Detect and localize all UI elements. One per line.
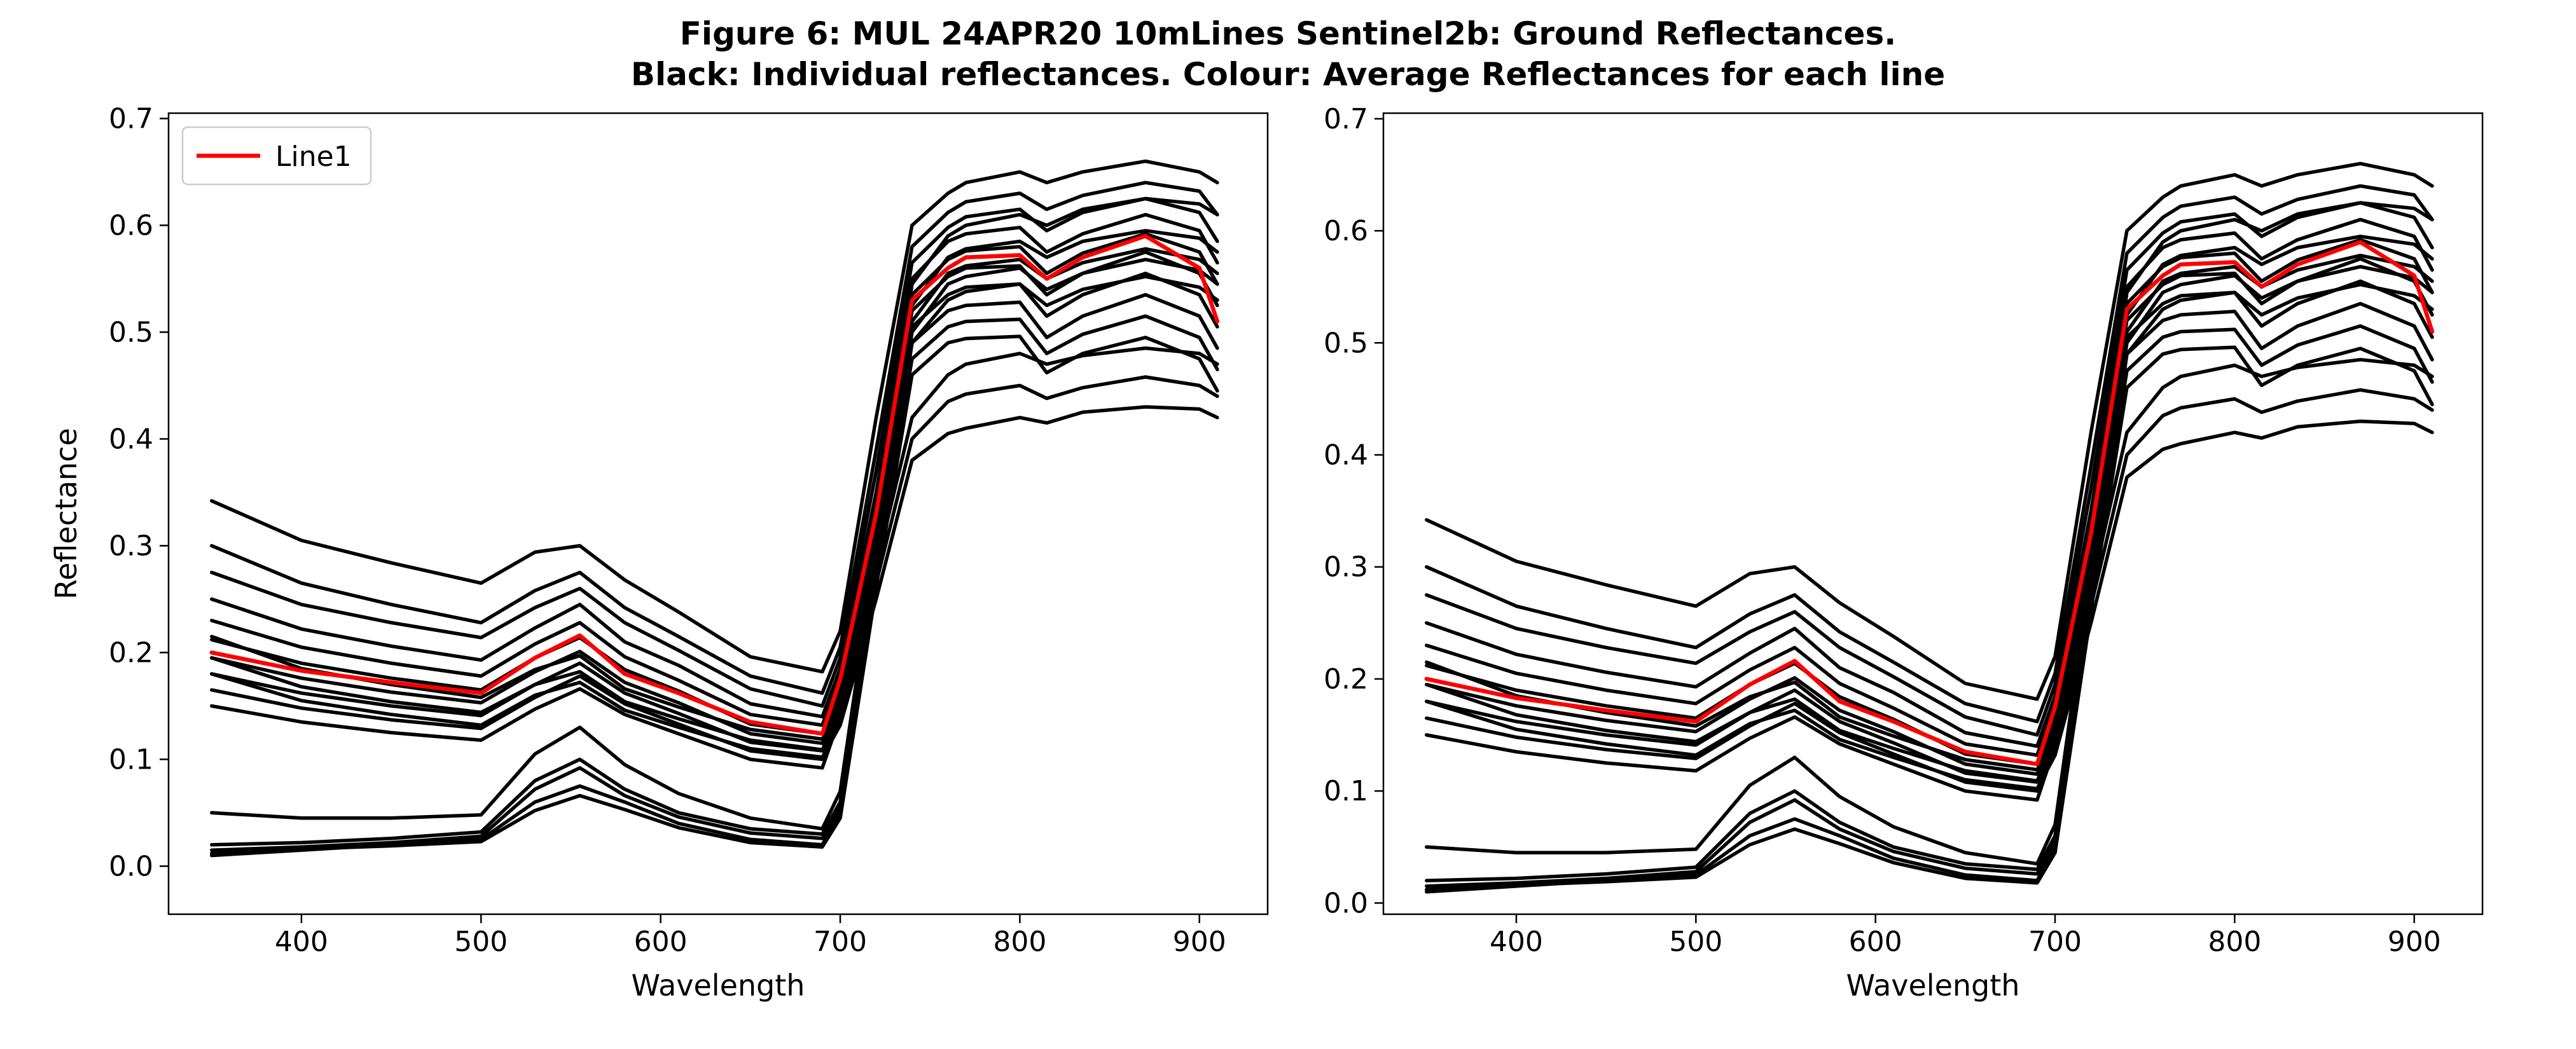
y-tick-label: 0.0 bbox=[1324, 887, 1368, 919]
individual-reflectance-line bbox=[210, 181, 1219, 695]
y-tick-label: 0.4 bbox=[109, 423, 153, 455]
series-group bbox=[209, 159, 1220, 858]
individual-reflectance-line bbox=[210, 196, 1219, 708]
x-tick-label: 600 bbox=[1849, 926, 1902, 958]
individual-reflectance-line bbox=[1425, 419, 2434, 791]
individual-reflectance-line bbox=[1425, 324, 2434, 793]
y-tick-label: 0.3 bbox=[109, 530, 153, 562]
individual-reflectance-line bbox=[1425, 279, 2434, 776]
figure-title-line-1: Figure 6: MUL 24APR20 10mLines Sentinel2… bbox=[679, 15, 1897, 52]
y-tick-label: 0.5 bbox=[1324, 327, 1368, 359]
right-plot: 400 500 600 700 800 900 0.0 0.1 0.2 0.3 0.4 0.5 0.6 0… bbox=[1324, 103, 2484, 1003]
x-axis-label: Wavelength bbox=[1846, 968, 2020, 1003]
x-tick-label: 900 bbox=[2388, 926, 2441, 958]
x-tick-label: 800 bbox=[2208, 926, 2261, 958]
x-tick-label: 700 bbox=[814, 926, 867, 958]
individual-reflectance-line bbox=[210, 257, 1219, 858]
individual-reflectance-line bbox=[1425, 235, 2434, 882]
individual-reflectance-line bbox=[210, 232, 1219, 727]
individual-reflectance-line bbox=[1425, 201, 2434, 866]
individual-reflectance-line bbox=[1425, 357, 2434, 772]
individual-reflectance-line bbox=[1425, 201, 2434, 737]
y-tick-label: 0.0 bbox=[109, 850, 153, 882]
individual-reflectance-line bbox=[1425, 238, 2434, 757]
y-tick-label: 0.7 bbox=[1324, 103, 1368, 135]
individual-reflectance-line bbox=[210, 159, 1219, 674]
y-tick-label: 0.2 bbox=[1324, 663, 1368, 696]
y-axis-label: Reflectance bbox=[49, 428, 83, 600]
y-tick-label: 0.1 bbox=[1324, 775, 1368, 807]
y-tick-label: 0.3 bbox=[1324, 551, 1368, 584]
individual-reflectance-line bbox=[1425, 161, 2434, 701]
individual-reflectance-line bbox=[210, 346, 1219, 741]
individual-reflectance-line bbox=[1425, 254, 2434, 888]
individual-reflectance-line bbox=[1425, 282, 2434, 891]
individual-reflectance-line bbox=[1425, 184, 2434, 723]
individual-reflectance-line bbox=[210, 314, 1219, 762]
individual-reflectance-line bbox=[210, 247, 1219, 852]
individual-reflectance-line bbox=[210, 275, 1219, 855]
x-tick-label: 600 bbox=[634, 926, 688, 958]
y-tick-label: 0.7 bbox=[109, 102, 153, 135]
left-plot: 400 500 600 700 800 900 0.0 0.1 0.2 0.3 0.4 0.5 0.6 0… bbox=[49, 102, 1269, 1003]
individual-reflectance-line bbox=[210, 271, 1219, 745]
series-group bbox=[1424, 161, 2435, 894]
individual-reflectance-line bbox=[1425, 217, 2434, 748]
y-tick-label: 0.4 bbox=[1324, 439, 1368, 471]
y-tick-label: 0.6 bbox=[1324, 215, 1368, 247]
x-tick-label: 400 bbox=[275, 926, 328, 958]
axes-frame bbox=[167, 112, 1269, 915]
average-reflectance-line bbox=[209, 233, 1220, 736]
x-axis-label: Wavelength bbox=[632, 968, 805, 1003]
individual-reflectance-line bbox=[210, 229, 1219, 847]
legend-box bbox=[181, 126, 372, 186]
x-tick-label: 900 bbox=[1173, 926, 1226, 958]
axes-frame bbox=[1382, 112, 2484, 915]
individual-reflectance-line bbox=[1425, 264, 2434, 894]
average-reflectance-line bbox=[1424, 240, 2435, 767]
figure-title-line-2: Black: Individual reflectances. Colour: … bbox=[630, 56, 1946, 93]
individual-reflectance-line bbox=[1425, 388, 2434, 783]
y-tick-label: 0.6 bbox=[109, 209, 153, 242]
individual-reflectance-line bbox=[210, 375, 1219, 752]
x-tick-label: 500 bbox=[1669, 926, 1722, 958]
individual-reflectance-line bbox=[210, 196, 1219, 831]
x-tick-label: 700 bbox=[2028, 926, 2082, 958]
x-tick-label: 500 bbox=[454, 926, 508, 958]
legend-label: Line1 bbox=[275, 141, 352, 173]
x-tick-label: 400 bbox=[1490, 926, 1543, 958]
individual-reflectance-line bbox=[210, 212, 1219, 718]
y-tick-label: 0.2 bbox=[109, 636, 153, 669]
x-tick-label: 800 bbox=[993, 926, 1046, 958]
y-tick-label: 0.5 bbox=[109, 316, 153, 348]
individual-reflectance-line bbox=[210, 405, 1219, 759]
y-tick-label: 0.1 bbox=[109, 743, 153, 776]
